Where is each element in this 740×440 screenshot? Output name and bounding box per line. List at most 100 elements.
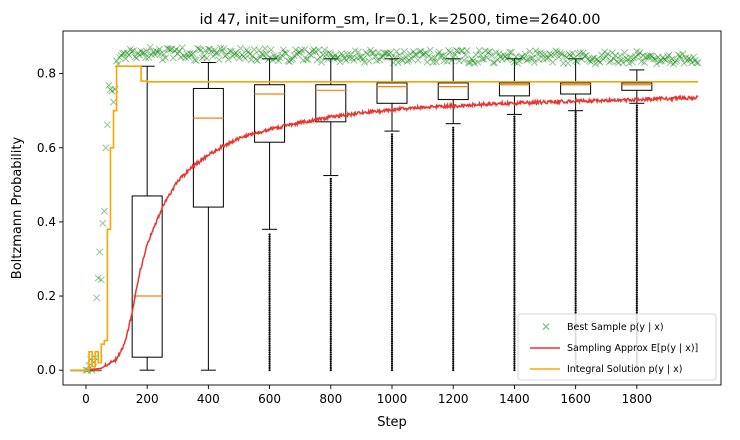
outlier-point — [268, 295, 271, 298]
best-sample-point — [191, 56, 199, 64]
outlier-point — [329, 320, 332, 323]
best-sample-point — [412, 51, 421, 59]
outlier-point — [268, 349, 271, 352]
outlier-point — [268, 337, 271, 341]
outlier-point — [635, 180, 638, 183]
boxplot — [560, 58, 592, 372]
outlier-point — [329, 355, 332, 358]
outlier-point — [329, 335, 332, 338]
outlier-point — [635, 226, 638, 229]
outlier-point — [390, 211, 394, 214]
best-sample-point — [587, 58, 595, 66]
outlier-point — [574, 306, 577, 309]
outlier-point — [452, 313, 455, 316]
best-sample-point — [217, 44, 225, 52]
outlier-point — [635, 215, 638, 218]
outlier-point — [574, 191, 577, 194]
series-sampling-approx — [85, 94, 699, 371]
outlier-point — [329, 284, 332, 287]
best-sample-point — [671, 58, 679, 66]
series-integral-solution — [70, 65, 699, 371]
best-sample-point — [630, 54, 638, 62]
best-sample-point — [230, 50, 238, 58]
outlier-point — [513, 235, 516, 238]
best-sample-point — [495, 50, 503, 58]
best-sample-point — [149, 48, 157, 56]
best-sample-point — [247, 56, 255, 64]
outlier-point — [513, 344, 516, 347]
outlier-point — [635, 124, 638, 127]
outlier-point — [635, 306, 638, 309]
outlier-point — [452, 211, 455, 214]
outlier-point — [574, 260, 577, 263]
outlier-point — [390, 311, 394, 314]
outlier-point — [513, 246, 516, 249]
outlier-point — [390, 224, 394, 227]
best-sample-point — [175, 47, 183, 55]
outlier-point — [268, 302, 271, 305]
best-sample-point — [122, 55, 130, 63]
outlier-point — [390, 253, 394, 256]
outlier-point — [329, 202, 332, 205]
best-sample-point — [561, 51, 569, 60]
outlier-point — [452, 193, 455, 196]
best-sample-point — [353, 54, 361, 62]
outlier-point — [635, 122, 638, 125]
best-sample-point — [513, 59, 522, 67]
outlier-point — [329, 213, 332, 216]
outlier-point — [574, 197, 577, 201]
outlier-point — [513, 202, 516, 205]
best-sample-point — [368, 49, 376, 57]
best-sample-point — [158, 56, 167, 64]
outlier-point — [390, 237, 394, 241]
best-sample-point — [643, 52, 652, 61]
outlier-point — [390, 326, 394, 330]
best-sample-point — [215, 56, 223, 64]
best-sample-point — [636, 49, 644, 57]
outlier-point — [390, 264, 394, 267]
outlier-point — [513, 220, 516, 223]
best-sample-point — [347, 50, 355, 58]
outlier-point — [390, 355, 394, 358]
best-sample-point — [475, 46, 483, 54]
outlier-point — [390, 157, 394, 160]
best-sample-point — [137, 47, 145, 55]
outlier-point — [452, 202, 455, 205]
outlier-point — [574, 286, 577, 289]
box-body — [254, 84, 286, 143]
outlier-point — [574, 142, 577, 145]
best-sample-point — [333, 54, 341, 62]
best-sample-point — [252, 55, 260, 63]
outlier-point — [574, 215, 577, 218]
outlier-point — [513, 137, 516, 140]
outlier-point — [268, 344, 271, 347]
best-sample-point — [673, 57, 681, 65]
outlier-point — [513, 237, 516, 241]
best-sample-point — [631, 53, 639, 61]
outlier-point — [574, 173, 577, 176]
outlier-point — [268, 300, 271, 303]
outlier-point — [452, 213, 455, 216]
outlier-point — [390, 333, 394, 336]
best-sample-point — [344, 50, 352, 58]
best-sample-point — [414, 56, 422, 64]
best-sample-point — [579, 49, 587, 57]
outlier-point — [574, 275, 577, 278]
best-sample-point — [184, 53, 193, 61]
best-sample-point — [647, 52, 655, 60]
best-sample-point — [602, 52, 610, 61]
outlier-point — [390, 202, 394, 205]
x-tick-label: 600 — [258, 392, 281, 406]
outlier-point — [452, 300, 455, 303]
best-sample-point — [608, 49, 616, 57]
outlier-point — [329, 215, 332, 218]
best-sample-point — [310, 46, 318, 54]
outlier-point — [390, 293, 394, 296]
box-body — [621, 82, 653, 91]
best-sample-point — [377, 53, 385, 61]
outlier-point — [574, 311, 577, 314]
outlier-point — [635, 284, 638, 287]
best-sample-point — [518, 53, 526, 61]
outlier-point — [268, 280, 271, 283]
best-sample-point — [256, 53, 264, 61]
